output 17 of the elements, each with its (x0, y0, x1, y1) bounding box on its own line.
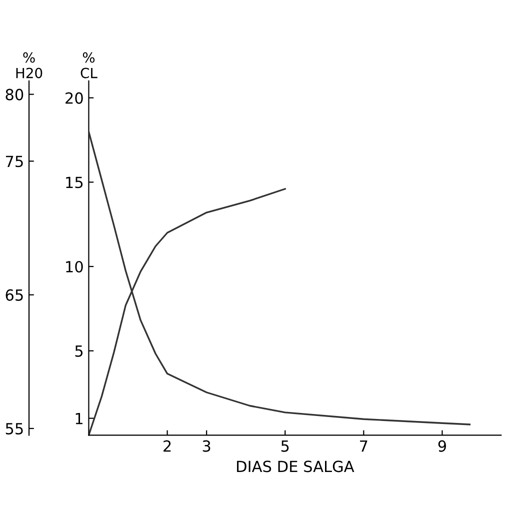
x-axis-title: DIAS DE SALGA (237, 460, 354, 472)
y2-tick-label: 65 (6, 289, 23, 301)
x-tick-label: 5 (281, 440, 289, 452)
y-tick-label: 20 (66, 92, 83, 104)
y2-tick-label: 55 (6, 423, 23, 434)
x-tick-label: 7 (360, 440, 368, 452)
y2-tick-label: 80 (6, 88, 24, 100)
y-tick-label: 10 (66, 260, 83, 273)
y-tick-label: 15 (66, 176, 83, 188)
y2-tick-label: 75 (6, 156, 23, 168)
x-tick-label: 3 (202, 440, 210, 452)
y-axis-title: % CL (80, 52, 98, 78)
y-tick-label: 1 (76, 412, 82, 424)
x-tick-label: 9 (438, 440, 446, 452)
y2-axis-title: % H20 (16, 52, 42, 78)
y-tick-label: 5 (75, 345, 83, 357)
x-tick-label: 2 (164, 440, 171, 452)
